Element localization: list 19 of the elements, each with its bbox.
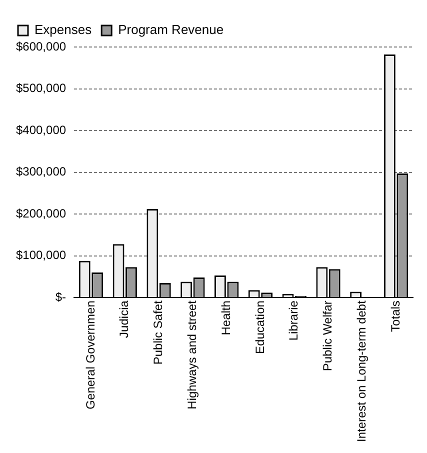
- x-tick-label: Highways and street: [184, 300, 199, 410]
- legend-label: Expenses: [34, 22, 92, 38]
- y-tick-label: $300,000: [16, 164, 66, 179]
- x-tick-label: Interest on Long-term debt: [354, 300, 368, 442]
- x-tick-label: Education: [252, 300, 267, 354]
- x-tick-label: Judicia: [117, 300, 132, 338]
- y-tick-label: $-: [55, 290, 66, 304]
- x-tick-label: Public Safet: [151, 300, 166, 365]
- x-tick-label: Librarie: [286, 300, 301, 341]
- x-tick-label: Health: [218, 300, 233, 336]
- y-tick-label: $400,000: [16, 122, 66, 137]
- legend-label: Program Revenue: [118, 22, 224, 38]
- x-tick-label: Totals: [388, 300, 402, 332]
- x-tick-label: General Governmen: [83, 300, 98, 410]
- y-tick-label: $200,000: [16, 206, 66, 220]
- y-tick-label: $500,000: [16, 81, 66, 96]
- y-tick-label: $600,000: [16, 39, 66, 54]
- x-tick-label: Public Welfar: [320, 300, 335, 372]
- y-tick-label: $100,000: [16, 248, 66, 262]
